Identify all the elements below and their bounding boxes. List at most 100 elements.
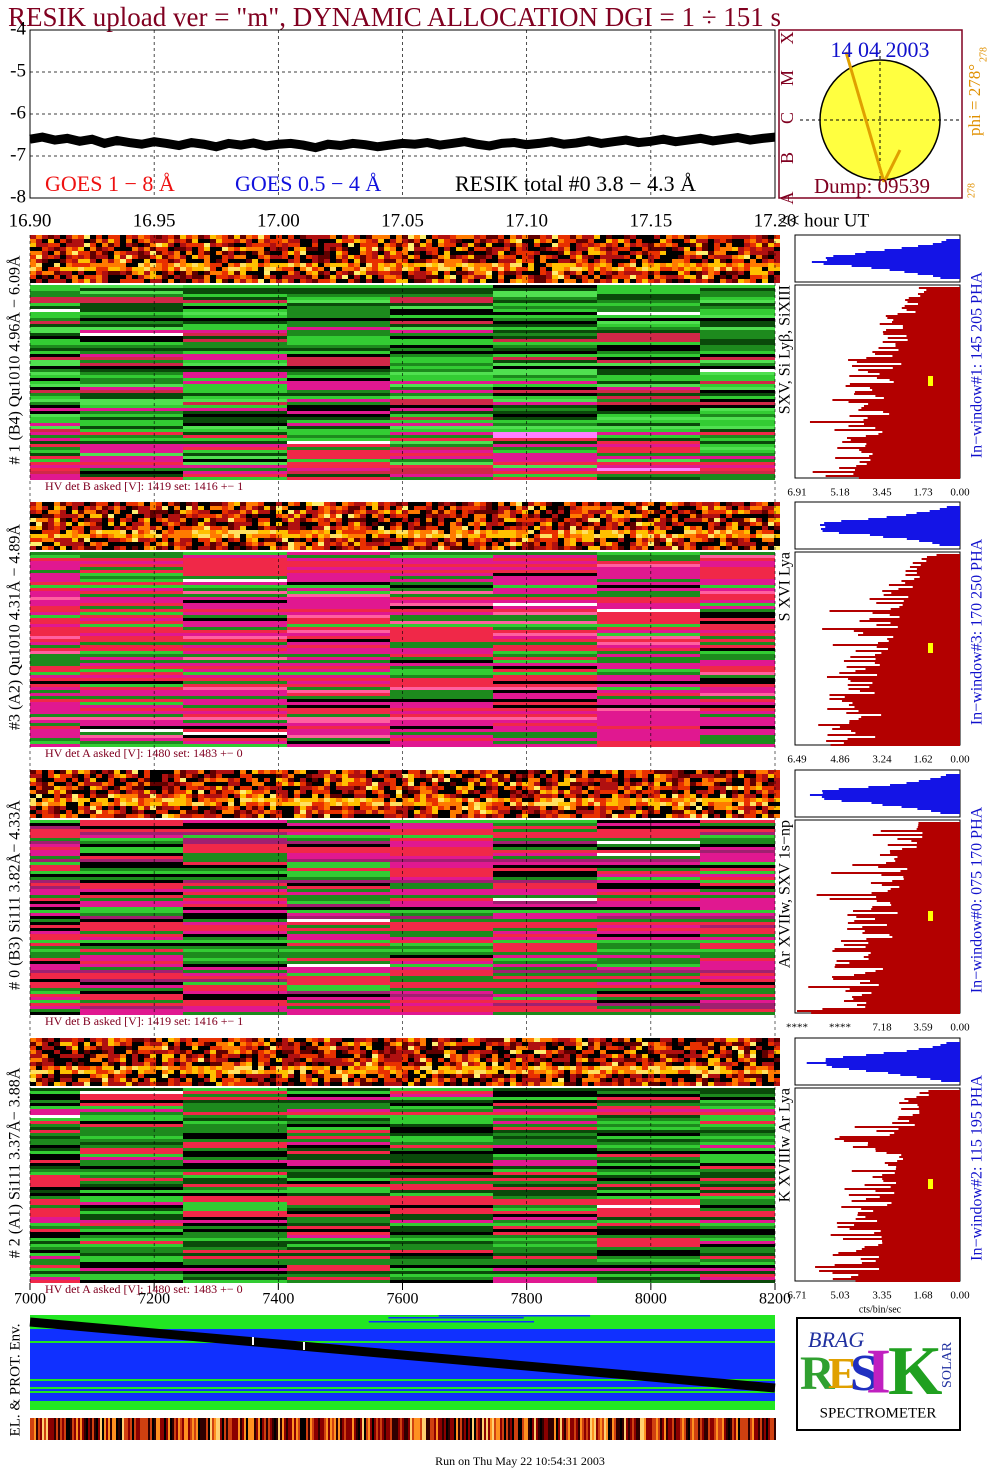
spectrum-stripe [80, 414, 183, 417]
noise-strip-cell [750, 235, 756, 239]
line-label: SXV, Si Lyβ, SiXIII [777, 285, 794, 414]
spectrum-bar [887, 317, 960, 319]
noise-strip-cell [474, 263, 480, 267]
spectrum-stripe [390, 345, 493, 348]
env-band [30, 1375, 775, 1377]
spectrum-stripe [183, 558, 287, 561]
spectrum-stripe [390, 618, 493, 621]
noise-strip-cell [96, 239, 102, 243]
particle-strip-cell [52, 1418, 54, 1440]
spectrum-stripe [80, 336, 183, 339]
noise-strip-cell [414, 243, 420, 247]
spectrum-bar [856, 465, 960, 467]
noise-strip-cell [570, 502, 576, 506]
noise-strip-cell [234, 502, 240, 506]
spectrum-stripe [287, 399, 390, 402]
noise-strip-cell [540, 235, 546, 239]
pha-bar [886, 516, 960, 518]
noise-strip-cell [150, 538, 156, 542]
noise-strip-cell [486, 239, 492, 243]
spectrum-stripe [30, 666, 80, 669]
noise-strip-cell [222, 774, 228, 778]
noise-strip-cell [186, 538, 192, 542]
spectrum-stripe [30, 741, 80, 744]
particle-strip-cell [364, 1418, 366, 1440]
noise-strip-cell [204, 259, 210, 263]
noise-strip-cell [606, 235, 612, 239]
spectrum-stripe [493, 570, 597, 573]
noise-strip-cell [192, 247, 198, 251]
noise-strip-cell [684, 514, 690, 518]
noise-strip-cell [120, 235, 126, 239]
spectrum-stripe [80, 291, 183, 294]
noise-strip-cell [168, 235, 174, 239]
noise-strip-cell [204, 275, 210, 279]
noise-strip-cell [612, 526, 618, 530]
particle-strip-cell [476, 1418, 478, 1440]
spectrum-stripe [597, 666, 700, 669]
noise-strip-cell [168, 774, 174, 778]
noise-strip-cell [36, 546, 42, 550]
spectrum-stripe [700, 312, 775, 315]
noise-strip-cell [306, 267, 312, 271]
noise-strip-cell [420, 546, 426, 550]
noise-strip-cell [750, 239, 756, 243]
noise-strip-cell [90, 267, 96, 271]
noise-strip-cell [660, 510, 666, 514]
noise-strip-cell [732, 770, 738, 774]
noise-strip-cell [450, 239, 456, 243]
noise-strip-cell [564, 239, 570, 243]
noise-strip-cell [594, 259, 600, 263]
particle-strip-cell [616, 1418, 618, 1440]
spectrum-stripe [80, 663, 183, 666]
noise-strip-cell [246, 534, 252, 538]
noise-strip-cell [612, 267, 618, 271]
spectrum-stripe [390, 315, 493, 318]
noise-strip-cell [234, 263, 240, 267]
spectrum-bar [863, 632, 960, 634]
spectrum-bar [858, 634, 960, 636]
noise-strip-cell [774, 271, 780, 275]
spectrum-stripe [30, 426, 80, 429]
noise-strip-cell [660, 271, 666, 275]
noise-strip-cell [60, 538, 66, 542]
noise-strip-cell [576, 770, 582, 774]
noise-strip-cell [768, 279, 774, 283]
spectrum-stripe [700, 669, 775, 672]
noise-strip-cell [630, 239, 636, 243]
spectrum-stripe [700, 423, 775, 426]
noise-strip-cell [456, 534, 462, 538]
spectrum-bar [899, 616, 960, 618]
noise-strip-cell [306, 251, 312, 255]
noise-strip-cell [648, 267, 654, 271]
noise-strip-cell [492, 510, 498, 514]
spectrum-stripe [30, 291, 80, 294]
noise-strip-cell [84, 259, 90, 263]
spectrum-stripe [30, 696, 80, 699]
noise-strip-cell [186, 770, 192, 774]
noise-strip-cell [264, 510, 270, 514]
spectrum-stripe [700, 453, 775, 456]
spectrum-stripe [80, 345, 183, 348]
noise-strip-cell [768, 526, 774, 530]
noise-strip-cell [306, 542, 312, 546]
spectrum-stripe [390, 684, 493, 687]
particle-strip-cell [722, 1418, 724, 1440]
noise-strip-cell [546, 518, 552, 522]
noise-strip-cell [618, 506, 624, 510]
spectrum-stripe [80, 645, 183, 648]
spectrum-stripe [390, 702, 493, 705]
spectrum-stripe [597, 297, 700, 300]
spectrum-stripe [700, 732, 775, 735]
noise-strip-cell [528, 526, 534, 530]
noise-strip-cell [36, 534, 42, 538]
spectrum-stripe [30, 732, 80, 735]
spectrum-stripe [30, 711, 80, 714]
particle-strip-cell [524, 1418, 526, 1440]
sun-pointer [882, 149, 902, 183]
noise-strip-cell [228, 259, 234, 263]
noise-strip-cell [270, 542, 276, 546]
particle-strip-cell [34, 1418, 36, 1440]
noise-strip-cell [666, 514, 672, 518]
noise-strip-cell [90, 235, 96, 239]
